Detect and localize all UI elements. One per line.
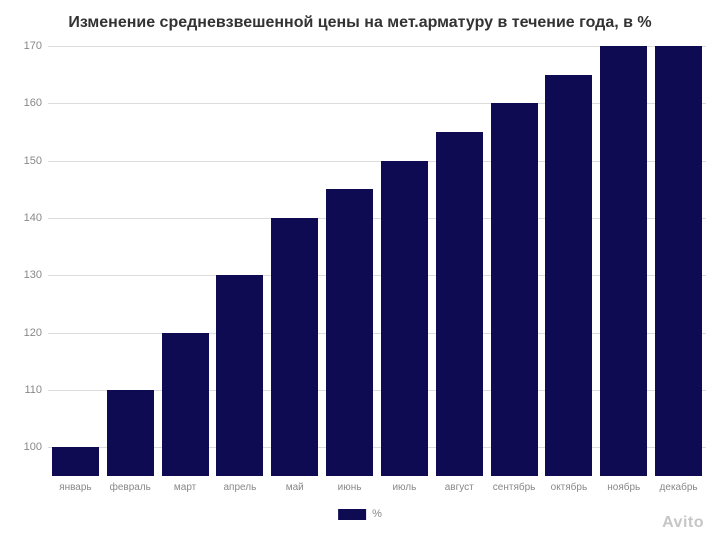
bar xyxy=(326,189,373,476)
xtick-label: ноябрь xyxy=(607,476,640,493)
ytick-label: 110 xyxy=(24,384,48,396)
xtick-label: январь xyxy=(59,476,91,493)
bar xyxy=(381,161,428,476)
ytick-label: 140 xyxy=(24,212,48,224)
bar xyxy=(271,218,318,476)
chart-container: Изменение средневзвешенной цены на мет.а… xyxy=(0,0,720,540)
bar xyxy=(162,333,209,476)
bar xyxy=(216,275,263,476)
ytick-label: 130 xyxy=(24,269,48,281)
ytick-label: 150 xyxy=(24,155,48,167)
legend-swatch xyxy=(338,509,366,520)
ytick-label: 100 xyxy=(24,441,48,453)
legend-label: % xyxy=(372,508,382,520)
bar xyxy=(436,132,483,476)
watermark: Avito xyxy=(662,514,704,532)
ytick-label: 120 xyxy=(24,327,48,339)
xtick-label: декабрь xyxy=(660,476,698,493)
xtick-label: июнь xyxy=(338,476,362,493)
chart-title: Изменение средневзвешенной цены на мет.а… xyxy=(0,14,720,32)
bar xyxy=(52,447,99,476)
plot-area: 100110120130140150160170январьфевральмар… xyxy=(48,46,706,476)
legend: % xyxy=(338,508,382,520)
bar xyxy=(600,46,647,476)
xtick-label: февраль xyxy=(110,476,151,493)
bar xyxy=(655,46,702,476)
bar xyxy=(545,75,592,476)
xtick-label: октябрь xyxy=(551,476,588,493)
xtick-label: май xyxy=(286,476,304,493)
ytick-label: 170 xyxy=(24,40,48,52)
xtick-label: июль xyxy=(392,476,416,493)
bar xyxy=(491,103,538,476)
xtick-label: апрель xyxy=(224,476,257,493)
xtick-label: сентябрь xyxy=(493,476,536,493)
xtick-label: март xyxy=(174,476,196,493)
ytick-label: 160 xyxy=(24,97,48,109)
xtick-label: август xyxy=(445,476,474,493)
bar xyxy=(107,390,154,476)
